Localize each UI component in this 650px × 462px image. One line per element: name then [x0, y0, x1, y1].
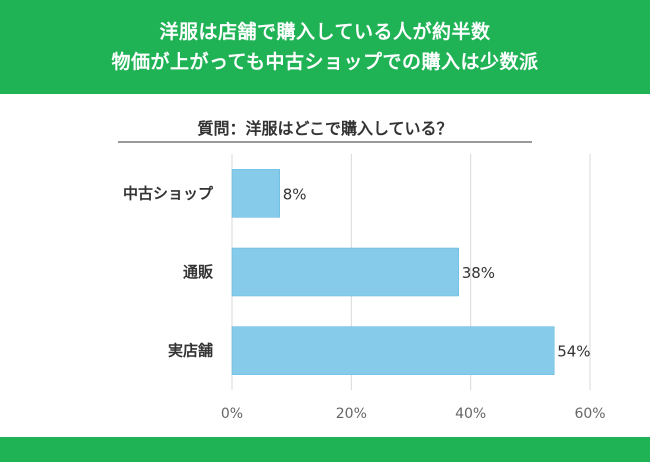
labels: 0% 20% 40% 60% 中古ショップ 8% 通販 38% 実店舗 54% — [123, 184, 606, 422]
bar — [231, 169, 280, 218]
chart-title: 質問：洋服はどこで購入している？ — [197, 119, 452, 138]
headline-line-1: 洋服は店舗で購入している人が約半数 — [159, 21, 491, 43]
value-label: 8% — [283, 185, 307, 203]
x-tick-label: 20% — [336, 406, 367, 422]
footer-bar — [0, 437, 650, 462]
bar — [231, 247, 459, 297]
x-tick-label: 40% — [455, 406, 486, 422]
x-tick-label: 0% — [221, 406, 243, 422]
bars — [231, 169, 555, 375]
x-tick-label: 60% — [574, 406, 605, 422]
bar-chart: 質問：洋服はどこで購入している？ 0% 20% 40% 60% 中古ショップ 8% 通販 38… — [118, 119, 606, 422]
bar — [231, 326, 555, 375]
headline-line-2: 物価が上がっても中古ショップでの購入は少数派 — [111, 51, 539, 73]
header-banner: 洋服は店舗で購入している人が約半数 物価が上がっても中古ショップでの購入は少数派 — [0, 0, 650, 94]
value-label: 54% — [557, 343, 590, 361]
value-label: 38% — [462, 264, 495, 282]
category-label: 通販 — [183, 263, 214, 281]
category-label: 実店舗 — [168, 342, 213, 360]
category-label: 中古ショップ — [123, 184, 214, 202]
